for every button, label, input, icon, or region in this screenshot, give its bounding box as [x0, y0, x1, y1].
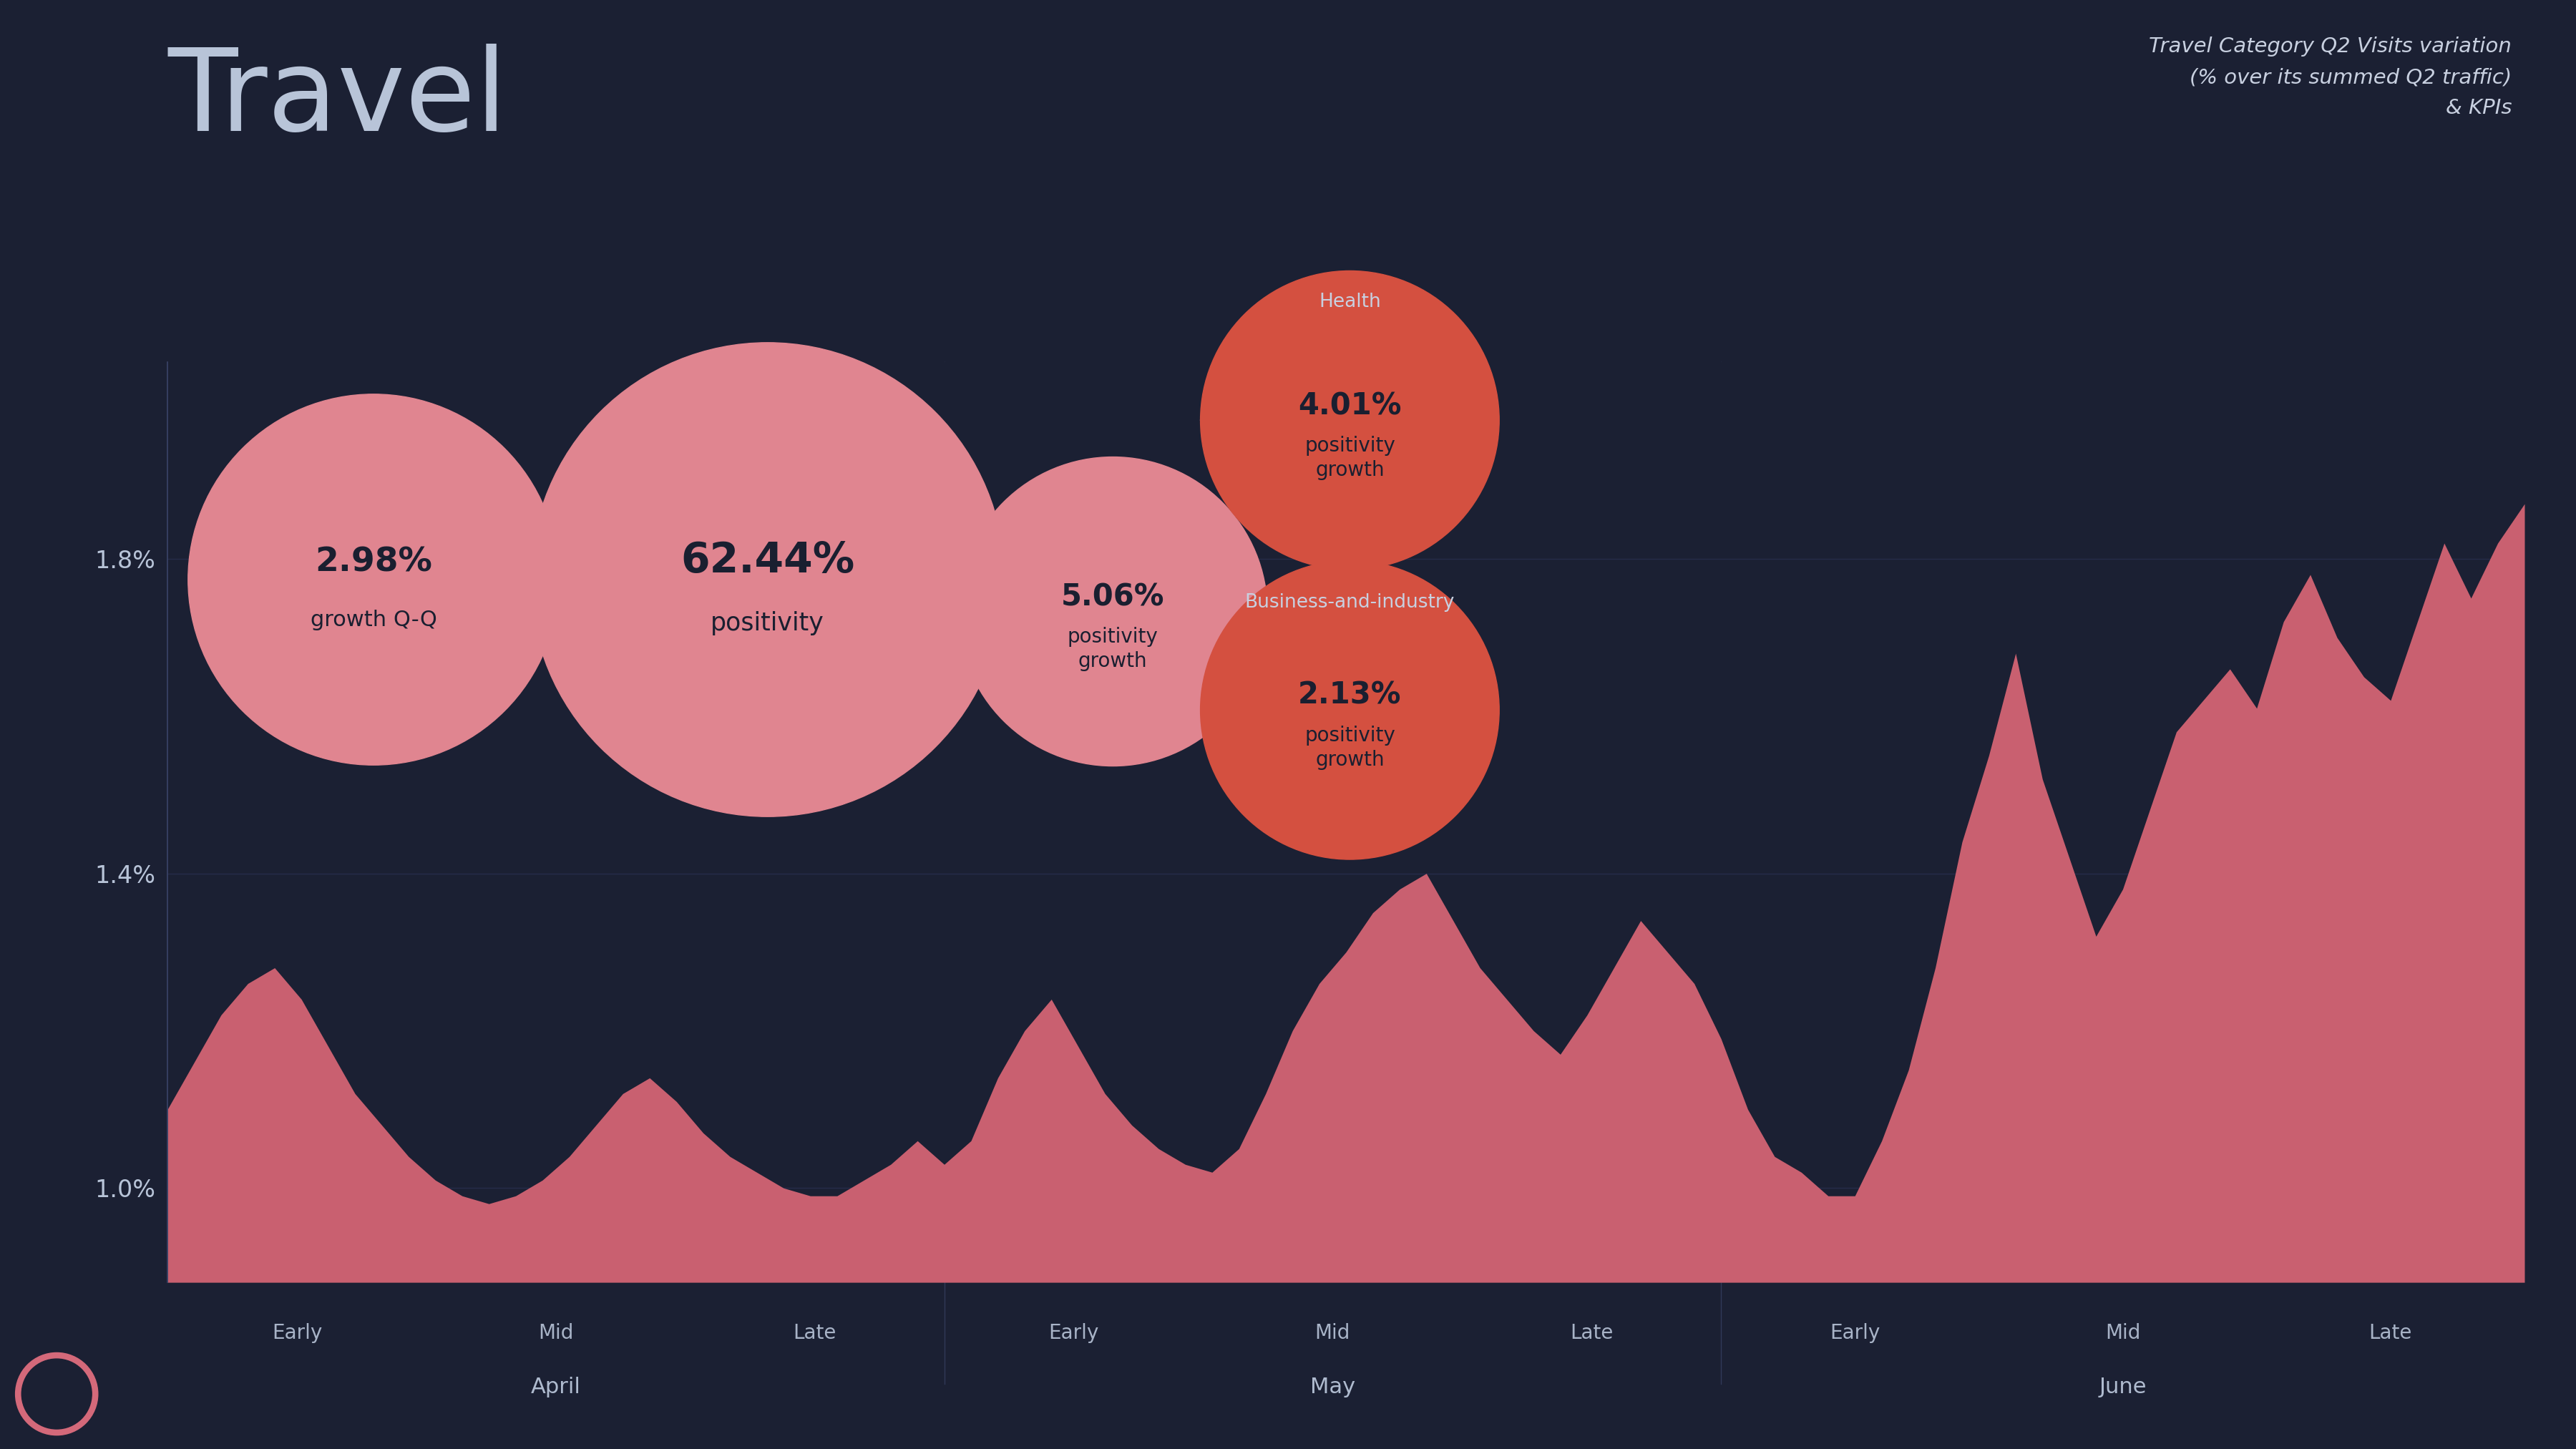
Text: Early: Early: [270, 1323, 322, 1343]
Text: May: May: [1311, 1377, 1355, 1397]
Text: positivity
growth: positivity growth: [1066, 627, 1159, 671]
Text: Mid: Mid: [2105, 1323, 2141, 1343]
Text: Health: Health: [1319, 293, 1381, 312]
Text: growth Q-Q: growth Q-Q: [309, 610, 438, 630]
Text: Travel: Travel: [167, 43, 507, 155]
Text: Travel Category Q2 Visits variation
(% over its summed Q2 traffic)
& KPIs: Travel Category Q2 Visits variation (% o…: [2148, 36, 2512, 119]
Text: positivity: positivity: [711, 611, 824, 635]
Text: Late: Late: [2370, 1323, 2411, 1343]
Text: Early: Early: [1048, 1323, 1100, 1343]
Text: 2.98%: 2.98%: [314, 546, 433, 578]
Text: Late: Late: [1569, 1323, 1613, 1343]
Text: Business-and-industry: Business-and-industry: [1244, 593, 1455, 611]
Text: 4.01%: 4.01%: [1298, 391, 1401, 420]
Text: Late: Late: [793, 1323, 837, 1343]
Text: positivity
growth: positivity growth: [1303, 436, 1396, 480]
Text: positivity
growth: positivity growth: [1303, 726, 1396, 769]
Text: 62.44%: 62.44%: [680, 540, 855, 581]
Text: Early: Early: [1829, 1323, 1880, 1343]
Text: Mid: Mid: [1314, 1323, 1350, 1343]
Text: June: June: [2099, 1377, 2146, 1397]
Text: Mid: Mid: [538, 1323, 574, 1343]
Text: 5.06%: 5.06%: [1061, 582, 1164, 611]
Text: 2.13%: 2.13%: [1298, 681, 1401, 710]
Text: April: April: [531, 1377, 580, 1397]
